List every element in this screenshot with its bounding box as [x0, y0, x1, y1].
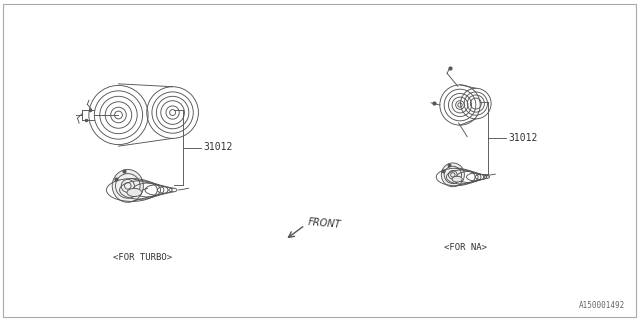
Ellipse shape	[127, 188, 141, 196]
Ellipse shape	[112, 170, 143, 202]
Text: 31012: 31012	[508, 133, 538, 143]
Text: <FOR NA>: <FOR NA>	[444, 244, 486, 252]
Ellipse shape	[442, 163, 465, 187]
Text: 31012: 31012	[203, 142, 232, 153]
Text: <FOR TURBO>: <FOR TURBO>	[113, 253, 173, 262]
Text: A150001492: A150001492	[579, 301, 625, 310]
Text: FRONT: FRONT	[308, 217, 342, 229]
Ellipse shape	[452, 176, 462, 182]
